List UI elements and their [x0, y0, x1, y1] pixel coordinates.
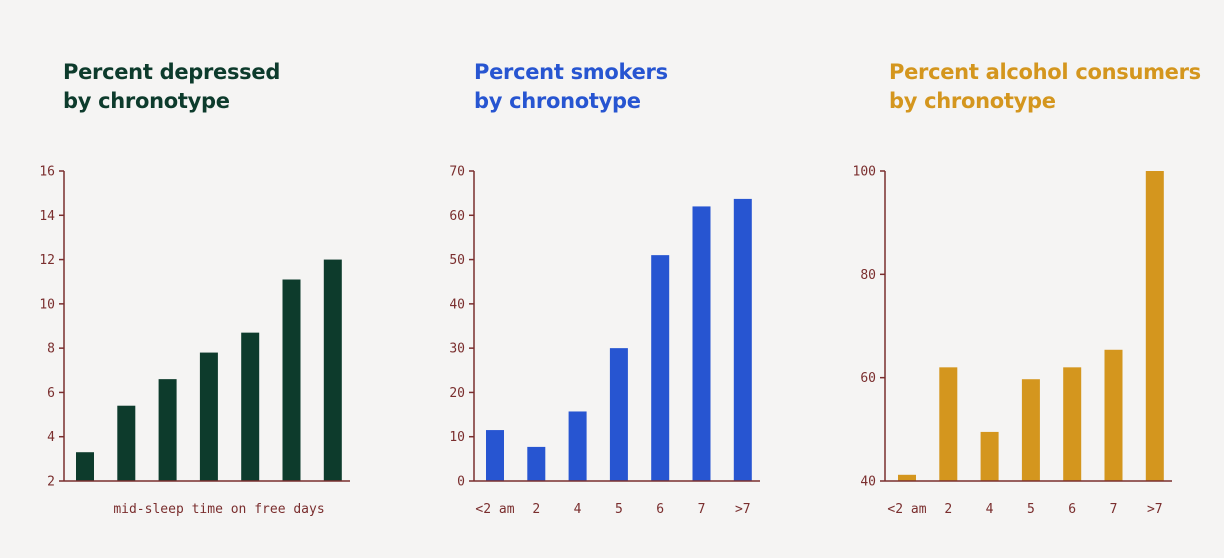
chart-3-title-line-1: Percent alcohol consumers: [889, 60, 1201, 84]
chart-3-y-tick-label-2: 60: [860, 371, 876, 386]
chart-3-x-tick-label-7: >7: [1147, 502, 1163, 517]
chart-2-y-tick-label-7: 60: [449, 209, 465, 224]
chart-1-bar-5: [241, 332, 260, 481]
chart-3-bar-5: [1063, 367, 1082, 481]
chart-2-y-tick-label-4: 30: [449, 342, 465, 357]
chart-3-y-tick-label-1: 40: [860, 475, 876, 490]
chart-1-y-tick-label-4: 8: [47, 342, 55, 357]
chart-1-y-tick-label-1: 2: [47, 475, 55, 490]
chart-3-bar-4: [1021, 379, 1040, 481]
chart-1-y-tick-label-3: 6: [47, 386, 55, 401]
chart-2-bar-4: [609, 348, 628, 481]
chart-2-bar-6: [692, 206, 711, 481]
chart-3-x-tick-label-5: 6: [1068, 502, 1076, 517]
chart-2-x-tick-label-5: 6: [656, 502, 664, 517]
chart-2-title: Percent smokers by chronotype: [474, 58, 668, 116]
chart-3-x-tick-label-6: 7: [1110, 502, 1118, 517]
chart-1-y-tick-label-7: 14: [39, 209, 55, 224]
chart-2-bar-3: [568, 411, 587, 481]
chart-2-x-tick-label-4: 5: [615, 502, 623, 517]
chart-2-x-tick-label-6: 7: [698, 502, 706, 517]
chart-3-bar-2: [939, 367, 958, 481]
chart-1-y-tick-label-8: 16: [39, 165, 55, 180]
chart-1-y-tick-label-6: 12: [39, 253, 55, 268]
chart-3-bar-3: [980, 431, 999, 481]
chart-1-bar-6: [282, 279, 301, 481]
chart-1-y-tick-label-2: 4: [47, 430, 55, 445]
chart-1-bar-1: [76, 452, 94, 481]
chart-1-x-axis-label: mid-sleep time on free days: [113, 502, 324, 517]
chart-3-bar-1: [898, 474, 916, 481]
chart-2-bar-1: [486, 430, 504, 481]
chart-2-y-tick-label-2: 10: [449, 430, 465, 445]
chart-1-bar-7: [323, 259, 342, 481]
chart-3-bar-7: [1145, 171, 1164, 481]
chart-2-title-line-1: Percent smokers: [474, 60, 668, 84]
chart-1-bar-3: [158, 379, 177, 481]
chart-2-x-tick-label-7: >7: [735, 502, 751, 517]
chart-1-title: Percent depressed by chronotype: [63, 58, 280, 116]
chart-1-y-tick-label-5: 10: [39, 297, 55, 312]
chart-2-title-line-2: by chronotype: [474, 89, 641, 113]
chart-2-y-tick-label-1: 0: [457, 475, 465, 490]
chart-3-title-line-2: by chronotype: [889, 89, 1056, 113]
chart-2-y-tick-label-6: 50: [449, 253, 465, 268]
chart-2-bar-2: [527, 446, 546, 481]
chart-1-title-line-2: by chronotype: [63, 89, 230, 113]
chart-2-y-tick-label-8: 70: [449, 165, 465, 180]
chart-3-x-tick-label-3: 4: [986, 502, 994, 517]
chart-1-title-line-1: Percent depressed: [63, 60, 281, 84]
chart-2-x-tick-label-2: 2: [532, 502, 540, 517]
chart-2-x-tick-label-1: <2 am: [475, 502, 514, 517]
chart-3-x-tick-label-4: 5: [1027, 502, 1035, 517]
chart-3-x-tick-label-2: 2: [944, 502, 952, 517]
chart-2-bar-5: [651, 255, 670, 481]
chart-1-bar-2: [117, 405, 136, 481]
chart-3-title: Percent alcohol consumers by chronotype: [889, 58, 1201, 116]
chart-3-y-tick-label-4: 100: [853, 165, 876, 180]
chart-2-x-tick-label-3: 4: [574, 502, 582, 517]
chart-3-x-tick-label-1: <2 am: [887, 502, 926, 517]
chart-2-y-tick-label-5: 40: [449, 297, 465, 312]
chart-3-y-tick-label-3: 80: [860, 268, 876, 283]
chart-2-y-tick-label-3: 20: [449, 386, 465, 401]
chart-1-bar-4: [199, 352, 218, 481]
chart-2-bar-7: [733, 198, 752, 481]
chart-3-bar-6: [1104, 349, 1123, 481]
